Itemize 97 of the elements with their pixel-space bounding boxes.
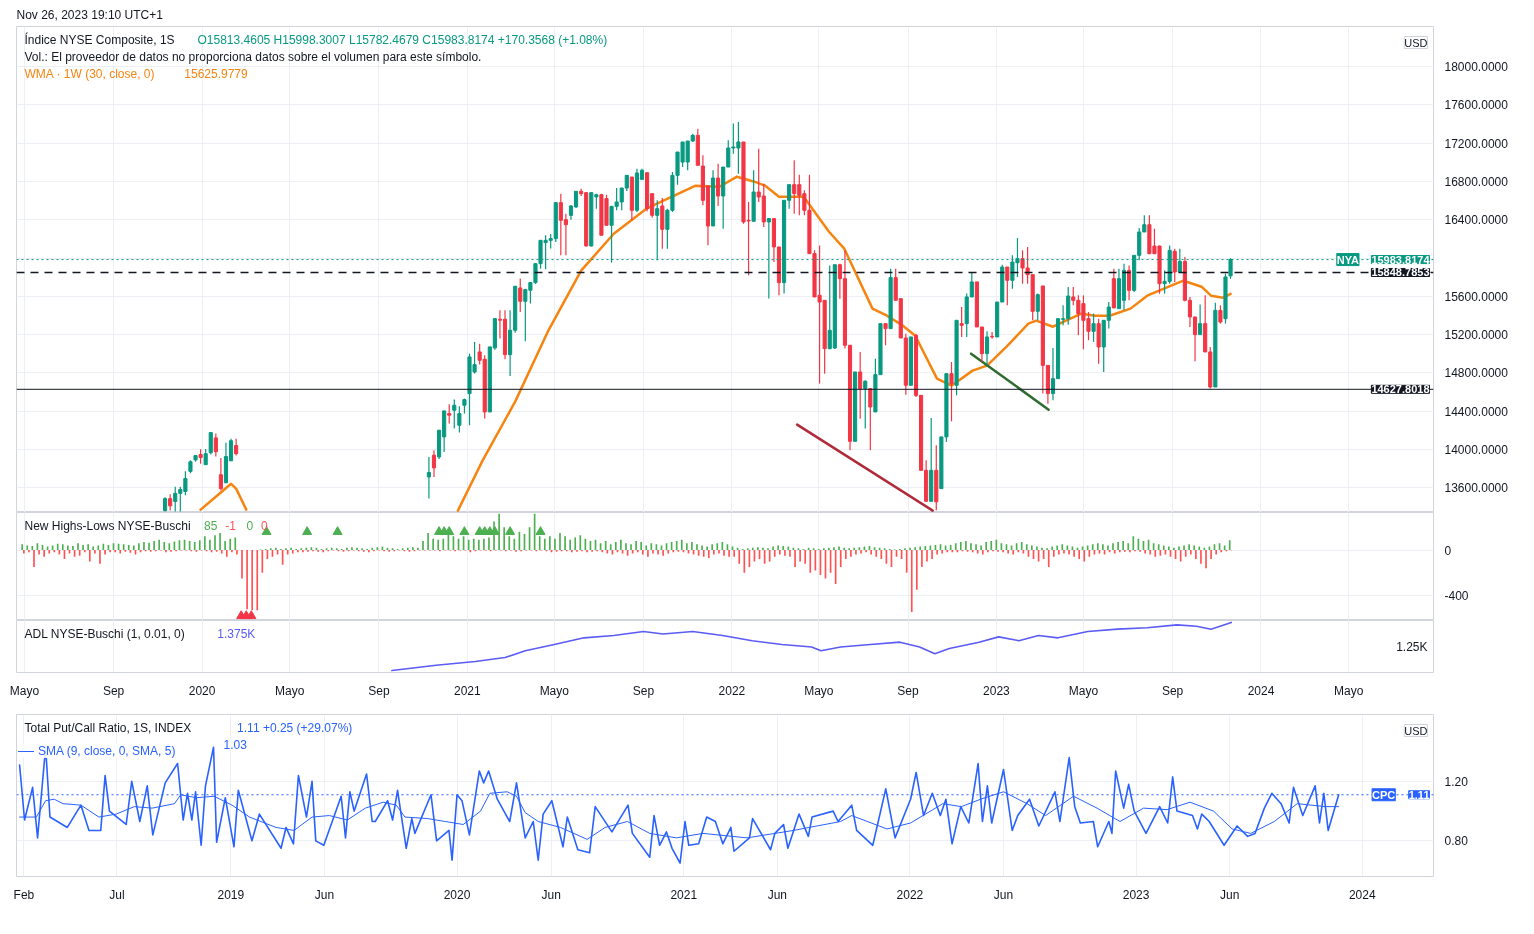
ref-line-label: 15983.8174 bbox=[1371, 253, 1431, 266]
x-tick-label: Mayo bbox=[1334, 683, 1364, 698]
annotation: 1.11 +0.25 (+29.07%) bbox=[237, 720, 353, 735]
candlestick bbox=[863, 379, 868, 430]
x-tick-label: Sep bbox=[632, 683, 655, 698]
annotation: 0 bbox=[246, 519, 254, 533]
annotation: 1.25K bbox=[1396, 639, 1428, 654]
y-tick-label: -400 bbox=[1444, 588, 1469, 603]
candlestick bbox=[660, 197, 665, 250]
annotation: 0 bbox=[261, 519, 269, 533]
y-tick-label: 18000.0000 bbox=[1444, 60, 1509, 75]
x-tick-label: Jun bbox=[314, 887, 335, 902]
annotation: Vol.: El proveedor de datos no proporciona datos sobre el volumen para este símbolo. bbox=[24, 49, 482, 64]
annotation: 15625.9779 bbox=[184, 67, 249, 81]
y-tick-label: 14800.0000 bbox=[1444, 366, 1509, 381]
candlestick bbox=[1091, 313, 1096, 343]
annotation: O15813.4605 H15998.3007 L15782.4679 C15983.8174 +170.3568 (+1.08%) bbox=[197, 32, 608, 47]
candlestick bbox=[984, 330, 990, 366]
candlestick bbox=[457, 405, 462, 434]
x-tick-label: 2023 bbox=[1122, 887, 1150, 902]
candlestick bbox=[858, 351, 863, 420]
x-tick-label: Jul bbox=[109, 887, 125, 902]
y-tick-label: 14000.0000 bbox=[1444, 442, 1509, 457]
x-tick-label: Mayo bbox=[539, 683, 570, 698]
candlestick bbox=[218, 457, 223, 492]
text: Índice NYSE Composite, 1S bbox=[24, 31, 175, 47]
x-tick-label: 2021 bbox=[670, 887, 698, 902]
candlestick bbox=[431, 449, 437, 478]
x-tick-label: 2020 bbox=[188, 683, 216, 698]
candlestick bbox=[949, 361, 954, 422]
x-tick-label: 2019 bbox=[217, 887, 245, 902]
candlestick bbox=[1172, 248, 1177, 283]
x-tick-label: Jun bbox=[1219, 887, 1240, 902]
candlestick bbox=[1035, 293, 1040, 321]
x-tick-label: Mayo bbox=[9, 683, 40, 698]
x-tick-label: Mayo bbox=[275, 683, 305, 698]
annotation: NYA bbox=[1336, 253, 1360, 266]
candlestick bbox=[1218, 304, 1223, 325]
candlestick bbox=[883, 323, 888, 346]
y-tick-label: 14400.0000 bbox=[1444, 404, 1509, 419]
x-tick-label: 2021 bbox=[453, 683, 481, 698]
y-tick-label: 15600.0000 bbox=[1444, 289, 1509, 304]
y-tick-label: 0 bbox=[1444, 543, 1452, 558]
ref-line-label: 1.11 bbox=[1408, 788, 1430, 801]
y-tick-label: 16800.0000 bbox=[1444, 174, 1509, 189]
x-tick-label: Sep bbox=[102, 683, 125, 698]
y-tick-label: 15200.0000 bbox=[1444, 328, 1509, 343]
y-tick-label: 0.80 bbox=[1444, 834, 1469, 849]
candlestick bbox=[1127, 264, 1132, 301]
x-tick-label: Mayo bbox=[804, 683, 834, 698]
candlestick bbox=[426, 456, 431, 500]
annotation: 1.375K bbox=[217, 626, 256, 641]
candlestick bbox=[208, 432, 213, 456]
x-tick-label: Feb bbox=[13, 887, 35, 902]
candlestick bbox=[1198, 304, 1203, 336]
candlestick bbox=[1005, 266, 1010, 306]
y-tick-label: 13600.0000 bbox=[1444, 481, 1509, 496]
x-tick-label: 2022 bbox=[718, 683, 746, 698]
x-tick-label: Sep bbox=[368, 683, 390, 698]
candlestick bbox=[990, 331, 995, 340]
text: WMA · 1W (30, close, 0) bbox=[24, 66, 155, 81]
candlestick bbox=[213, 432, 218, 458]
legend-label: SMA (9, close, 0, SMA, 5) bbox=[38, 744, 176, 758]
annotation: CPC bbox=[1372, 788, 1396, 801]
candlestick bbox=[447, 403, 452, 425]
candlestick bbox=[716, 163, 721, 207]
text: Total Put/Call Ratio, 1S, INDEX bbox=[24, 720, 192, 735]
y-axis-title: USD bbox=[1404, 724, 1428, 737]
candlestick bbox=[452, 399, 457, 430]
x-tick-label: 2020 bbox=[443, 887, 471, 902]
x-tick-label: Jun bbox=[993, 887, 1014, 902]
y-tick-label: 16400.0000 bbox=[1444, 213, 1509, 228]
x-tick-label: Mayo bbox=[1068, 683, 1099, 698]
y-axis-title: USD bbox=[1404, 36, 1428, 49]
candlestick bbox=[1096, 318, 1101, 365]
x-tick-label: Sep bbox=[1161, 683, 1184, 698]
x-tick-label: Jun bbox=[767, 887, 788, 902]
x-tick-label: 2022 bbox=[896, 887, 924, 902]
ref-line-label: 15848.7853 bbox=[1371, 266, 1430, 279]
x-tick-label: 2024 bbox=[1247, 683, 1275, 698]
text: Nov 26, 2023 19:10 UTC+1 bbox=[16, 7, 164, 22]
text: New Highs-Lows NYSE-Buschi bbox=[24, 518, 191, 533]
chart-title: ADL NYSE-Buschi (1, 0.01, 0) bbox=[24, 626, 185, 641]
ref-line-label: 14627.8018 bbox=[1371, 383, 1430, 396]
annotation: -1 bbox=[225, 519, 237, 533]
annotation: 1.03 bbox=[223, 738, 248, 752]
x-tick-label: Jun bbox=[541, 887, 561, 902]
candlestick bbox=[518, 277, 523, 313]
x-tick-label: Sep bbox=[897, 683, 920, 698]
y-tick-label: 1.20 bbox=[1444, 774, 1469, 789]
candlestick bbox=[959, 306, 964, 338]
x-tick-label: 2024 bbox=[1348, 887, 1376, 902]
y-tick-label: 17200.0000 bbox=[1444, 136, 1509, 151]
candlestick bbox=[868, 388, 873, 451]
annotation: 85 bbox=[204, 519, 218, 533]
y-tick-label: 17600.0000 bbox=[1444, 98, 1509, 113]
x-tick-label: 2023 bbox=[983, 683, 1011, 698]
